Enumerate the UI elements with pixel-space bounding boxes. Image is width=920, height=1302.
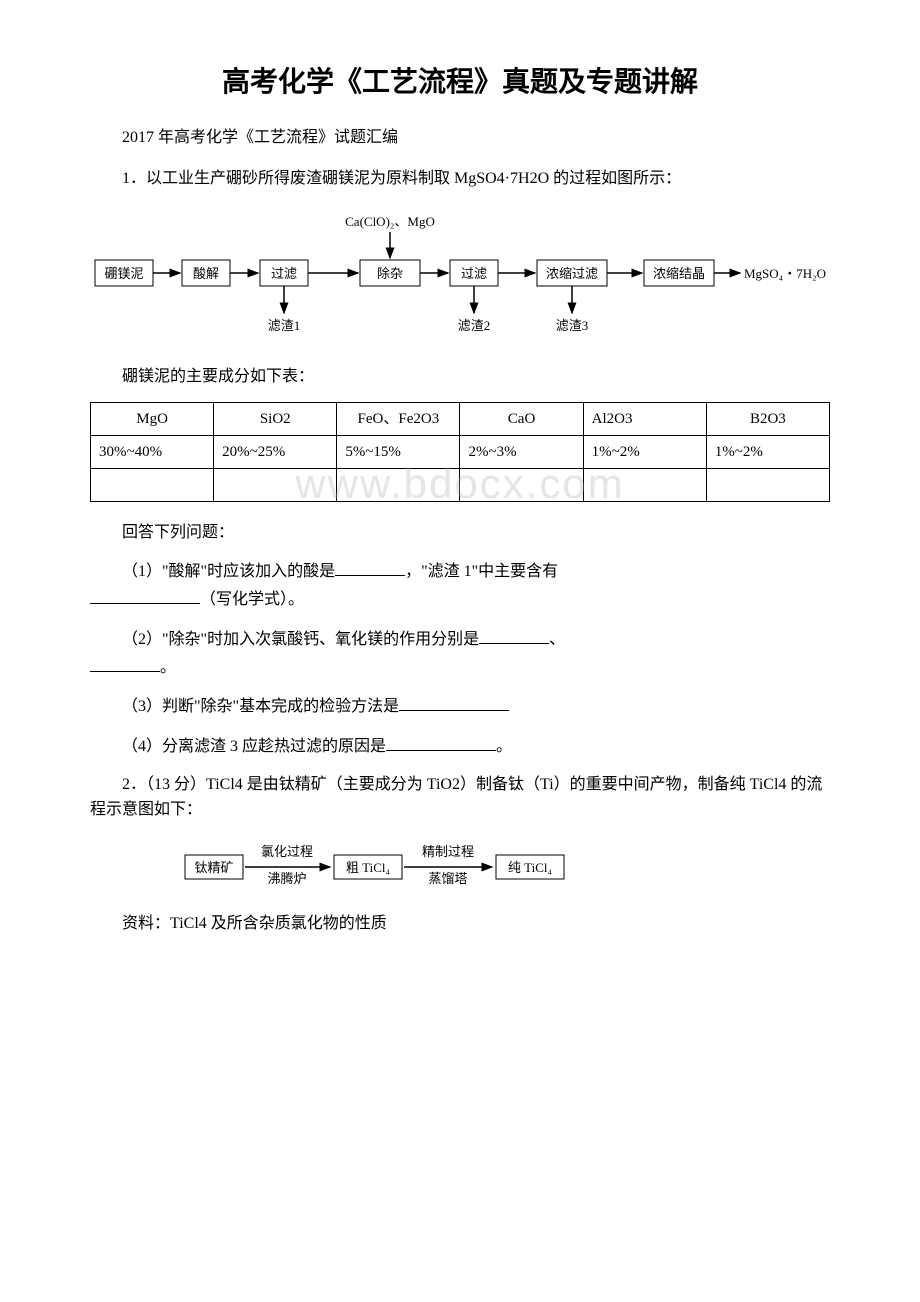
q2-flow-diagram: 钛精矿 氯化过程 沸腾炉 粗 TiCl₄ 精制过程 蒸馏塔 纯 TiCl₄ xyxy=(180,839,620,895)
q1-part1: （1）"酸解"时应该加入的酸是 ，"滤渣 1"中主要含有 （写化学式）。 xyxy=(90,557,830,613)
table-row: 30%~40% 20%~25% 5%~15% 2%~3% 1%~2% 1%~2% xyxy=(91,435,830,468)
q2-footer: 资料：TiCl4 及所含杂质氯化物的性质 xyxy=(90,911,830,937)
node-conc-filter: 浓缩过滤 xyxy=(546,266,598,281)
q1p1-text-a: （1）"酸解"时应该加入的酸是 xyxy=(122,563,335,580)
header-cell: MgO xyxy=(91,402,214,435)
q1p4-text-a: （4）分离滤渣 3 应趁热过滤的原因是 xyxy=(122,738,386,755)
q1-table-caption: 硼镁泥的主要成分如下表： xyxy=(90,364,830,390)
fill-blank[interactable] xyxy=(399,692,509,711)
diagram-top-label: Ca(ClO)₂、MgO xyxy=(345,214,435,229)
table-row: MgO SiO2 FeO、Fe2O3 CaO Al2O3 B2O3 xyxy=(91,402,830,435)
fill-blank[interactable] xyxy=(335,557,405,576)
q2-label-bot1: 沸腾炉 xyxy=(267,871,306,886)
q1-part3: （3）判断"除杂"基本完成的检验方法是 xyxy=(90,692,830,720)
header-cell: SiO2 xyxy=(214,402,337,435)
header-cell: B2O3 xyxy=(706,402,829,435)
residue-1: 滤渣1 xyxy=(268,318,301,333)
q2-node-pure: 纯 TiCl₄ xyxy=(508,860,553,875)
value-cell: 30%~40% xyxy=(91,435,214,468)
value-cell: 1%~2% xyxy=(706,435,829,468)
q2-label-top1: 氯化过程 xyxy=(261,844,313,859)
node-output: MgSO₄・7H₂O xyxy=(744,266,826,281)
node-purify: 除杂 xyxy=(377,266,403,281)
node-input: 硼镁泥 xyxy=(104,266,143,281)
value-cell: 1%~2% xyxy=(583,435,706,468)
q1-flow-diagram: Ca(ClO)₂、MgO 硼镁泥 酸解 过滤 滤渣1 除杂 过滤 滤渣2 浓缩过… xyxy=(90,208,830,348)
q1p3-text-a: （3）判断"除杂"基本完成的检验方法是 xyxy=(122,698,399,715)
residue-3: 滤渣3 xyxy=(556,318,589,333)
node-filter1: 过滤 xyxy=(271,266,297,281)
empty-cell xyxy=(460,468,583,501)
composition-table: MgO SiO2 FeO、Fe2O3 CaO Al2O3 B2O3 30%~40… xyxy=(90,402,830,502)
q1-intro: 1．以工业生产硼砂所得废渣硼镁泥为原料制取 MgSO4·7H2O 的过程如图所示… xyxy=(90,166,830,192)
header-cell: Al2O3 xyxy=(583,402,706,435)
residue-2: 滤渣2 xyxy=(458,318,491,333)
q1p4-text-b: 。 xyxy=(496,738,512,755)
empty-cell xyxy=(706,468,829,501)
empty-cell xyxy=(214,468,337,501)
q1p2-text-a: （2）"除杂"时加入次氯酸钙、氧化镁的作用分别是 xyxy=(122,631,479,648)
fill-blank[interactable] xyxy=(90,653,160,672)
empty-cell xyxy=(583,468,706,501)
exam-subtitle: 2017 年高考化学《工艺流程》试题汇编 xyxy=(90,125,830,151)
q1-part2: （2）"除杂"时加入次氯酸钙、氧化镁的作用分别是 、 。 xyxy=(90,625,830,681)
header-cell: FeO、Fe2O3 xyxy=(337,402,460,435)
fill-blank[interactable] xyxy=(386,732,496,751)
value-cell: 2%~3% xyxy=(460,435,583,468)
node-acid: 酸解 xyxy=(193,266,219,281)
node-filter2: 过滤 xyxy=(461,266,487,281)
header-cell: CaO xyxy=(460,402,583,435)
empty-cell xyxy=(337,468,460,501)
fill-blank[interactable] xyxy=(90,585,200,604)
answer-prompt: 回答下列问题： xyxy=(90,520,830,546)
empty-cell xyxy=(91,468,214,501)
page-title: 高考化学《工艺流程》真题及专题讲解 xyxy=(90,60,830,105)
q2-node-ore: 钛精矿 xyxy=(194,860,233,875)
value-cell: 20%~25% xyxy=(214,435,337,468)
q1p1-text-c: （写化学式）。 xyxy=(200,591,304,608)
table-row xyxy=(91,468,830,501)
q1-part4: （4）分离滤渣 3 应趁热过滤的原因是 。 xyxy=(90,732,830,760)
q1p2-text-c: 。 xyxy=(160,659,176,676)
q1p2-text-b: 、 xyxy=(549,631,565,648)
q2-intro: 2．（13 分）TiCl4 是由钛精矿（主要成分为 TiO2）制备钛（Ti）的重… xyxy=(90,772,830,823)
node-crystallize: 浓缩结晶 xyxy=(653,266,705,281)
q2-node-crude: 粗 TiCl₄ xyxy=(346,860,391,875)
value-cell: 5%~15% xyxy=(337,435,460,468)
q2-label-top2: 精制过程 xyxy=(422,844,474,859)
q1p1-text-b: ，"滤渣 1"中主要含有 xyxy=(405,563,558,580)
q2-label-bot2: 蒸馏塔 xyxy=(428,871,467,886)
fill-blank[interactable] xyxy=(479,625,549,644)
